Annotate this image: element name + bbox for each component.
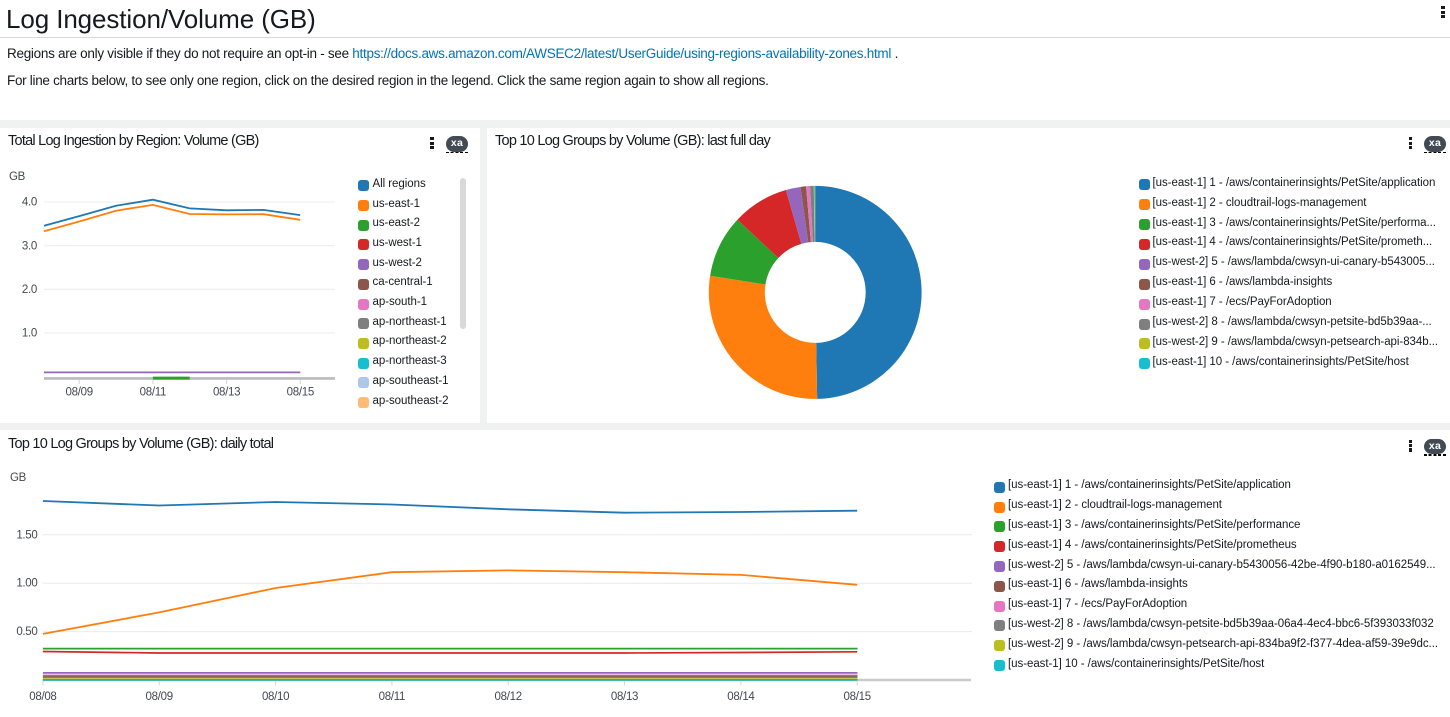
svg-text:1.00: 1.00 (16, 578, 37, 590)
svg-text:08/11: 08/11 (140, 387, 166, 399)
svg-text:08/14: 08/14 (727, 691, 755, 703)
svg-text:0.50: 0.50 (16, 626, 37, 638)
svg-text:08/13: 08/13 (213, 387, 240, 399)
svg-text:08/12: 08/12 (495, 691, 522, 703)
svg-text:4.0: 4.0 (22, 197, 37, 209)
svg-text:3.0: 3.0 (22, 240, 37, 252)
svg-text:08/13: 08/13 (611, 691, 638, 703)
svg-text:08/09: 08/09 (66, 387, 93, 399)
svg-text:08/15: 08/15 (844, 691, 871, 703)
svg-text:08/11: 08/11 (379, 691, 405, 703)
svg-text:GB: GB (10, 472, 27, 484)
svg-text:08/08: 08/08 (29, 691, 56, 703)
svg-text:1.50: 1.50 (16, 529, 37, 541)
svg-text:08/10: 08/10 (262, 691, 289, 703)
svg-text:08/15: 08/15 (287, 387, 314, 399)
svg-text:GB: GB (9, 171, 26, 183)
svg-text:2.0: 2.0 (22, 284, 37, 296)
svg-text:08/09: 08/09 (146, 691, 173, 703)
svg-text:1.0: 1.0 (22, 328, 37, 340)
